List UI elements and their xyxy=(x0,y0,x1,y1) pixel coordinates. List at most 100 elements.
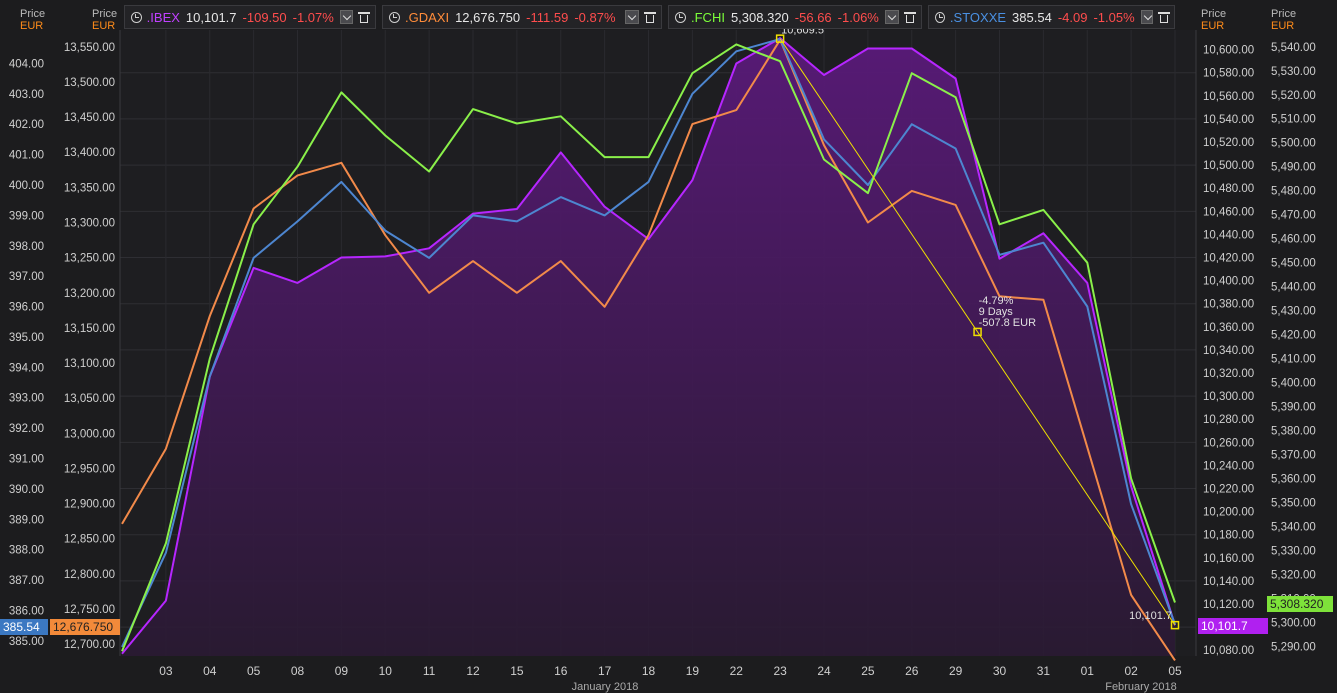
trash-icon[interactable] xyxy=(1158,11,1170,23)
chevron-down-icon[interactable] xyxy=(339,10,354,24)
y-tick-label-fchi: 5,490.00 xyxy=(1271,162,1316,174)
y-tick-label-stoxxe: 401.00 xyxy=(9,150,44,162)
y-tick-label-gdaxi: 13,450.00 xyxy=(64,112,115,124)
y-tick-label-stoxxe: 392.00 xyxy=(9,423,44,435)
trendline-handle xyxy=(775,34,785,43)
last-tag-fchi: 5,308.320 xyxy=(1267,596,1333,612)
y-tick-label-gdaxi: 12,750.00 xyxy=(64,604,115,616)
legend-change: -56.66 xyxy=(794,9,832,25)
y-tick-label-ibex: 10,580.00 xyxy=(1203,68,1254,80)
legend-symbol: .GDAXI xyxy=(405,9,450,25)
chevron-down-icon[interactable] xyxy=(1140,10,1154,24)
x-tick-label: 17 xyxy=(598,664,612,678)
trendline xyxy=(779,38,1176,626)
legend-symbol: .STOXXE xyxy=(949,9,1007,25)
legend-change: -111.59 xyxy=(526,9,569,25)
chevron-down-icon[interactable] xyxy=(885,10,899,24)
y-tick-label-fchi: 5,290.00 xyxy=(1271,641,1316,653)
x-tick-label: 03 xyxy=(159,664,173,678)
y-tick-label-fchi: 5,510.00 xyxy=(1271,114,1316,126)
series-line-gdaxi xyxy=(121,38,1176,661)
y-tick-label-ibex: 10,340.00 xyxy=(1203,345,1254,357)
series-line-ibex xyxy=(121,37,1176,655)
month-label: February 2018 xyxy=(1105,681,1177,693)
y-tick-label-stoxxe: 396.00 xyxy=(9,302,44,314)
x-tick-label: 05 xyxy=(247,664,261,678)
legend-value: 385.54 xyxy=(1012,9,1052,25)
last-tag-ibex: 10,101.7 xyxy=(1198,618,1268,634)
x-tick-label: 22 xyxy=(730,664,744,678)
y-tick-label-fchi: 5,450.00 xyxy=(1271,258,1316,270)
legend-symbol: .FCHI xyxy=(691,9,725,25)
y-tick-label-gdaxi: 13,400.00 xyxy=(64,147,115,159)
y-tick-label-stoxxe: 388.00 xyxy=(9,545,44,557)
x-tick-label: 01 xyxy=(1081,664,1095,678)
axis-header-price: Price xyxy=(20,8,46,20)
y-tick-label-fchi: 5,420.00 xyxy=(1271,330,1316,342)
y-tick-label-gdaxi: 13,200.00 xyxy=(64,288,115,300)
clock-icon xyxy=(675,11,686,23)
legend-pct: -1.07% xyxy=(292,9,334,25)
axis-header-gdaxi: Price EUR xyxy=(92,8,117,32)
y-tick-label-stoxxe: 391.00 xyxy=(9,453,44,465)
y-tick-label-fchi: 5,520.00 xyxy=(1271,90,1316,102)
y-tick-label-ibex: 10,300.00 xyxy=(1203,391,1254,403)
y-tick-label-fchi: 5,440.00 xyxy=(1271,282,1316,294)
trash-icon[interactable] xyxy=(358,11,370,23)
y-tick-label-gdaxi: 13,050.00 xyxy=(64,393,115,405)
legend-stoxxe[interactable]: .STOXXE 385.54 -4.09 -1.05% xyxy=(928,5,1175,29)
trash-icon[interactable] xyxy=(644,11,656,23)
trash-icon[interactable] xyxy=(904,11,916,23)
y-tick-label-fchi: 5,430.00 xyxy=(1271,306,1316,318)
clock-icon xyxy=(131,11,142,23)
y-tick-label-fchi: 5,340.00 xyxy=(1271,521,1316,533)
y-tick-label-stoxxe: 387.00 xyxy=(9,575,44,587)
y-tick-label-ibex: 10,380.00 xyxy=(1203,299,1254,311)
chevron-down-icon[interactable] xyxy=(625,10,639,24)
y-tick-label-ibex: 10,500.00 xyxy=(1203,160,1254,172)
x-tick-label: 12 xyxy=(466,664,480,678)
axis-header-price: Price xyxy=(92,8,118,20)
y-tick-label-fchi: 5,300.00 xyxy=(1271,617,1316,629)
y-tick-label-gdaxi: 12,700.00 xyxy=(64,639,115,651)
legend-gdaxi[interactable]: .GDAXI 12,676.750 -111.59 -0.87% xyxy=(382,5,662,29)
y-tick-label-ibex: 10,520.00 xyxy=(1203,137,1254,149)
clock-icon xyxy=(389,11,400,23)
y-tick-label-gdaxi: 13,350.00 xyxy=(64,182,115,194)
y-tick-label-stoxxe: 400.00 xyxy=(9,180,44,192)
y-tick-label-gdaxi: 12,800.00 xyxy=(64,569,115,581)
y-tick-label-stoxxe: 399.00 xyxy=(9,210,44,222)
y-tick-label-ibex: 10,320.00 xyxy=(1203,368,1254,380)
y-tick-label-gdaxi: 13,000.00 xyxy=(64,428,115,440)
y-tick-label-fchi: 5,350.00 xyxy=(1271,497,1316,509)
legend-symbol: .IBEX xyxy=(146,9,180,25)
legend-change: -109.50 xyxy=(242,9,287,25)
y-tick-label-ibex: 10,600.00 xyxy=(1203,45,1254,57)
y-tick-label-ibex: 10,220.00 xyxy=(1203,484,1254,496)
x-tick-label: 26 xyxy=(905,664,919,678)
y-tick-label-gdaxi: 13,550.00 xyxy=(64,42,115,54)
y-tick-label-ibex: 10,480.00 xyxy=(1203,183,1254,195)
axis-header-currency: EUR xyxy=(1201,20,1225,32)
y-tick-label-ibex: 10,140.00 xyxy=(1203,576,1254,588)
y-tick-label-ibex: 10,360.00 xyxy=(1203,322,1254,334)
y-tick-label-fchi: 5,360.00 xyxy=(1271,474,1316,486)
y-tick-label-fchi: 5,480.00 xyxy=(1271,186,1316,198)
x-tick-label: 24 xyxy=(817,664,831,678)
y-tick-label-ibex: 10,160.00 xyxy=(1203,553,1254,565)
trendline-handle xyxy=(1170,620,1180,630)
y-tick-label-stoxxe: 386.00 xyxy=(9,605,44,617)
legend-fchi[interactable]: .FCHI 5,308.320 -56.66 -1.06% xyxy=(668,5,922,29)
legend-ibex[interactable]: .IBEX 10,101.7 -109.50 -1.07% xyxy=(124,5,376,29)
trendline-handle xyxy=(973,327,982,337)
x-tick-label: 31 xyxy=(1037,664,1051,678)
trend-amount-label: -507.8 EUR xyxy=(979,317,1037,329)
last-tag-gdaxi: 12,676.750 xyxy=(50,619,120,635)
legend-value: 5,308.320 xyxy=(730,9,789,25)
axis-header-currency: EUR xyxy=(20,20,44,32)
y-tick-label-ibex: 10,240.00 xyxy=(1203,460,1254,472)
y-tick-label-stoxxe: 398.00 xyxy=(9,241,44,253)
y-tick-label-stoxxe: 402.00 xyxy=(9,119,44,131)
axis-header-fchi: Price EUR xyxy=(1271,8,1296,32)
